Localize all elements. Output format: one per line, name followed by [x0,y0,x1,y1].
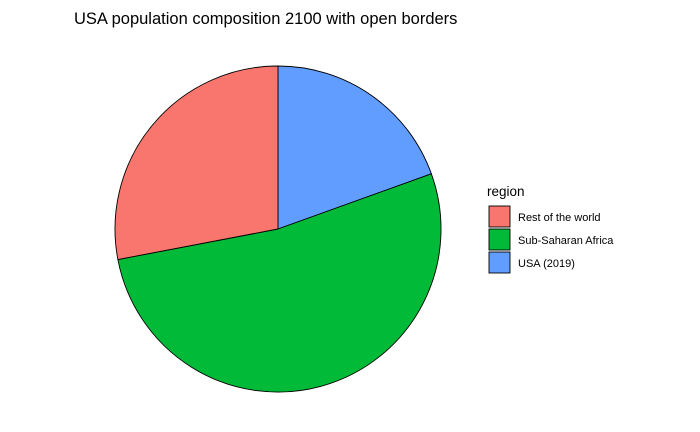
pie-slice-rest-of-the-world [114,65,279,261]
legend-label-rest-of-the-world: Rest of the world [518,212,601,224]
chart-title: USA population composition 2100 with ope… [74,10,457,28]
legend-label-usa-2019: USA (2019) [518,258,575,270]
legend-swatch-rest-of-the-world [488,205,511,228]
pie-slice-sub-saharan-africa [117,173,442,393]
legend-swatch-sub-saharan-africa [488,228,511,251]
legend-title: region [487,184,525,199]
pie-slices [114,65,442,393]
legend-label-sub-saharan-africa: Sub-Saharan Africa [518,235,614,247]
legend: region Rest of the world Sub-Saharan Afri… [487,184,614,274]
pie-slice-usa-2019 [277,65,432,230]
legend-swatch-usa-2019 [488,251,511,274]
